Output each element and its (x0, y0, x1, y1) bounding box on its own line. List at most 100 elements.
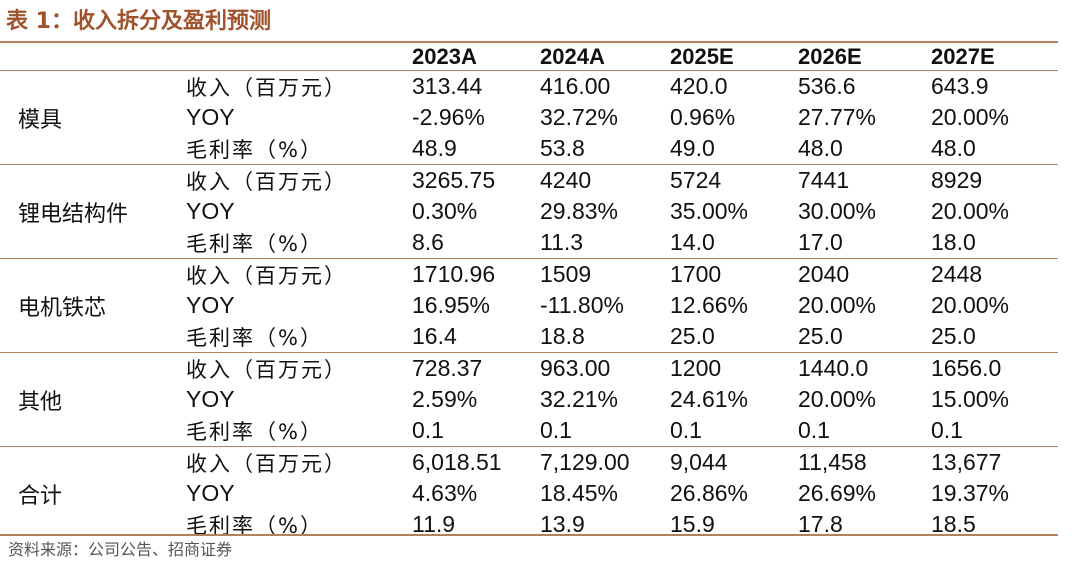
value-cell: 20.00% (798, 292, 877, 318)
table-row: YOY 0.30% 29.83% 35.00% 30.00% 20.00% (0, 196, 1058, 227)
value-cell: 27.77% (798, 104, 877, 130)
value-cell: 16.4 (412, 323, 457, 349)
value-cell: 18.5 (931, 511, 976, 537)
value-cell: 2448 (931, 258, 1058, 290)
value-cell: 19.37% (931, 480, 1010, 506)
value-cell: 26.86% (670, 480, 749, 506)
value-cell: 536.6 (798, 70, 931, 102)
value-cell: 0.1 (540, 417, 572, 443)
top-rule (0, 41, 1058, 43)
segment-name: 合计 (0, 446, 180, 540)
value-cell: 25.0 (798, 323, 843, 349)
table-row: 毛利率（%） 11.9 13.9 15.9 17.8 18.5 (0, 509, 1058, 540)
metric-label: 收入（百万元） (180, 70, 412, 102)
value-cell: 416.00 (540, 70, 670, 102)
table-row: 毛利率（%） 48.9 53.8 49.0 48.0 48.0 (0, 133, 1058, 165)
value-cell: 728.37 (412, 352, 540, 384)
value-cell: 18.45% (540, 480, 619, 506)
value-cell: 6,018.51 (412, 446, 540, 478)
segment-name: 电机铁芯 (0, 258, 180, 353)
value-cell: 420.0 (670, 70, 798, 102)
value-cell: -11.80% (540, 292, 624, 318)
value-cell: 5724 (670, 164, 798, 196)
value-cell: 3265.75 (412, 164, 540, 196)
table-row: 毛利率（%） 0.1 0.1 0.1 0.1 0.1 (0, 415, 1058, 447)
table-row: 合计 收入（百万元） 6,018.51 7,129.00 9,044 11,458 13,6… (0, 446, 1058, 540)
forecast-table: 2023A 2024A 2025E 2026E 2027E 模具 收入（百万元） 3… (0, 43, 1058, 540)
table-row: YOY 16.95% -11.80% 12.66% 20.00% 20.00% (0, 290, 1058, 321)
table-row: 电机铁芯 收入（百万元） 1710.96 1509 1700 2040 2448 (0, 258, 1058, 353)
value-cell: 26.69% (798, 480, 877, 506)
value-cell: 32.72% (540, 104, 619, 130)
value-cell: 15.00% (931, 386, 1010, 412)
value-cell: 48.0 (798, 135, 843, 161)
value-cell: 313.44 (412, 70, 540, 102)
table-row: YOY -2.96% 32.72% 0.96% 27.77% 20.00% (0, 102, 1058, 133)
value-cell: 7441 (798, 164, 931, 196)
value-cell: 1700 (670, 258, 798, 290)
value-cell: 8.6 (412, 229, 444, 255)
value-cell: 20.00% (931, 198, 1010, 224)
value-cell: 8929 (931, 164, 1058, 196)
segment-name: 锂电结构件 (0, 164, 180, 259)
value-cell: 1710.96 (412, 258, 540, 290)
header-cell-2026e: 2026E (798, 43, 862, 69)
table-row: 锂电结构件 收入（百万元） 3265.75 4240 5724 7441 8929 (0, 164, 1058, 259)
value-cell: 13.9 (540, 511, 585, 537)
header-cell-2024a: 2024A (540, 43, 605, 69)
value-cell: 4.63% (412, 480, 478, 506)
header-cell-metric (180, 43, 412, 71)
value-cell: 17.0 (798, 229, 843, 255)
value-cell: 20.00% (798, 386, 877, 412)
value-cell: 35.00% (670, 198, 749, 224)
value-cell: 14.0 (670, 229, 715, 255)
value-cell: 963.00 (540, 352, 670, 384)
value-cell: 49.0 (670, 135, 715, 161)
value-cell: -2.96% (412, 104, 485, 130)
value-cell: 1440.0 (798, 352, 931, 384)
table-row: 其他 收入（百万元） 728.37 963.00 1200 1440.0 1656.0 (0, 352, 1058, 447)
value-cell: 4240 (540, 164, 670, 196)
value-cell: 30.00% (798, 198, 877, 224)
value-cell: 15.9 (670, 511, 715, 537)
metric-label: YOY (186, 386, 235, 412)
value-cell: 1509 (540, 258, 670, 290)
value-cell: 2.59% (412, 386, 478, 412)
value-cell: 29.83% (540, 198, 619, 224)
table-row: YOY 4.63% 18.45% 26.86% 26.69% 19.37% (0, 478, 1058, 509)
value-cell: 0.1 (931, 417, 963, 443)
value-cell: 2040 (798, 258, 931, 290)
value-cell: 20.00% (931, 292, 1010, 318)
segment-name: 模具 (0, 70, 180, 165)
value-cell: 18.0 (931, 229, 976, 255)
value-cell: 25.0 (931, 323, 976, 349)
value-cell: 53.8 (540, 135, 585, 161)
value-cell: 1656.0 (931, 352, 1058, 384)
value-cell: 0.1 (670, 417, 702, 443)
metric-label: YOY (186, 198, 235, 224)
metric-label: YOY (186, 480, 235, 506)
value-cell: 0.1 (412, 417, 444, 443)
value-cell: 11,458 (798, 446, 931, 478)
value-cell: 18.8 (540, 323, 585, 349)
metric-label: 毛利率（%） (186, 137, 323, 162)
table-title: 表 1：收入拆分及盈利预测 (6, 9, 271, 34)
header-cell-2025e: 2025E (670, 43, 734, 69)
metric-label: 收入（百万元） (180, 446, 412, 478)
value-cell: 48.9 (412, 135, 457, 161)
value-cell: 25.0 (670, 323, 715, 349)
metric-label: 收入（百万元） (180, 164, 412, 196)
value-cell: 13,677 (931, 446, 1058, 478)
metric-label: 毛利率（%） (186, 231, 323, 256)
metric-label: 收入（百万元） (180, 352, 412, 384)
value-cell: 0.1 (798, 417, 830, 443)
metric-label: 收入（百万元） (180, 258, 412, 290)
segment-name: 其他 (0, 352, 180, 447)
value-cell: 0.96% (670, 104, 736, 130)
value-cell: 11.9 (412, 511, 456, 537)
metric-label: YOY (186, 104, 235, 130)
header-cell-segment (0, 43, 180, 71)
value-cell: 12.66% (670, 292, 749, 318)
value-cell: 20.00% (931, 104, 1010, 130)
table-row: 模具 收入（百万元） 313.44 416.00 420.0 536.6 643.9 (0, 70, 1058, 165)
